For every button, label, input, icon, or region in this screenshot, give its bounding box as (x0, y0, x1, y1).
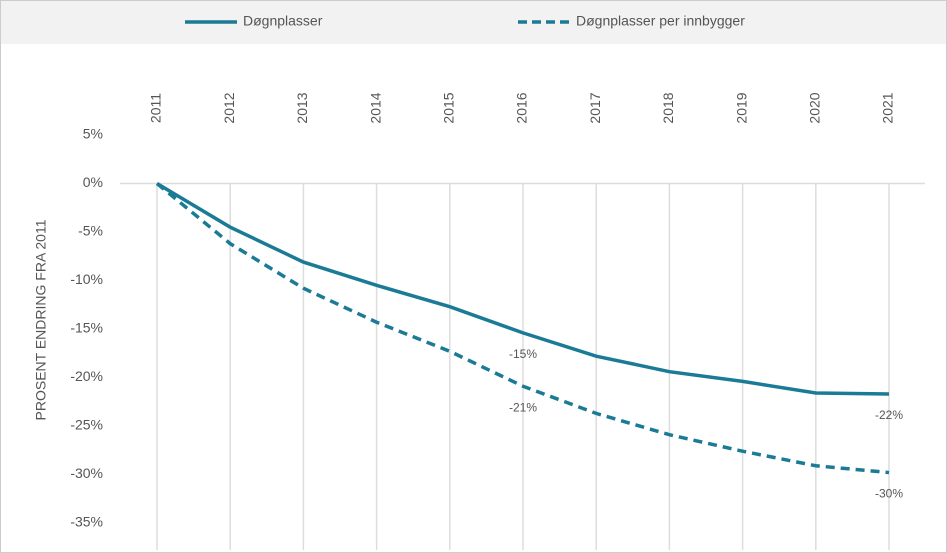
x-tick-label: 2019 (733, 92, 749, 123)
series-line (156, 181, 890, 396)
legend-label: Døgnplasser per innbygger (576, 13, 745, 29)
data-label: -15% (509, 347, 537, 361)
x-tick-label: 2012 (221, 92, 237, 123)
legend-band (1, 1, 946, 44)
series-line (155, 182, 890, 475)
x-tick-label: 2018 (660, 92, 676, 123)
x-tick-label: 2016 (514, 92, 530, 123)
x-tick-label: 2011 (148, 93, 164, 123)
data-label: -30% (875, 487, 903, 501)
data-label: -21% (509, 400, 537, 414)
y-tick-label: -10% (70, 271, 103, 287)
x-tick-label: 2014 (367, 92, 383, 123)
y-tick-label: -30% (70, 465, 103, 481)
legend-label: Døgnplasser (243, 13, 323, 29)
y-tick-label: 5% (83, 126, 103, 142)
y-tick-label: 0% (83, 174, 103, 190)
y-tick-label: -25% (70, 417, 103, 433)
y-tick-label: -5% (78, 223, 103, 239)
data-label: -22% (875, 408, 903, 422)
legend: Døgnplasser Døgnplasser per innbygger (185, 13, 745, 29)
x-tick-label: 2021 (880, 92, 896, 123)
x-tick-label: 2015 (441, 92, 457, 123)
y-tick-label: -20% (70, 368, 103, 384)
y-tick-label: -35% (70, 514, 103, 530)
y-axis-title: PROSENT ENDRING FRA 2011 (33, 219, 49, 420)
x-tick-label: 2013 (294, 92, 310, 123)
x-tick-label: 2017 (587, 92, 603, 123)
y-tick-label: -15% (70, 320, 103, 336)
x-tick-label: 2020 (807, 92, 823, 123)
